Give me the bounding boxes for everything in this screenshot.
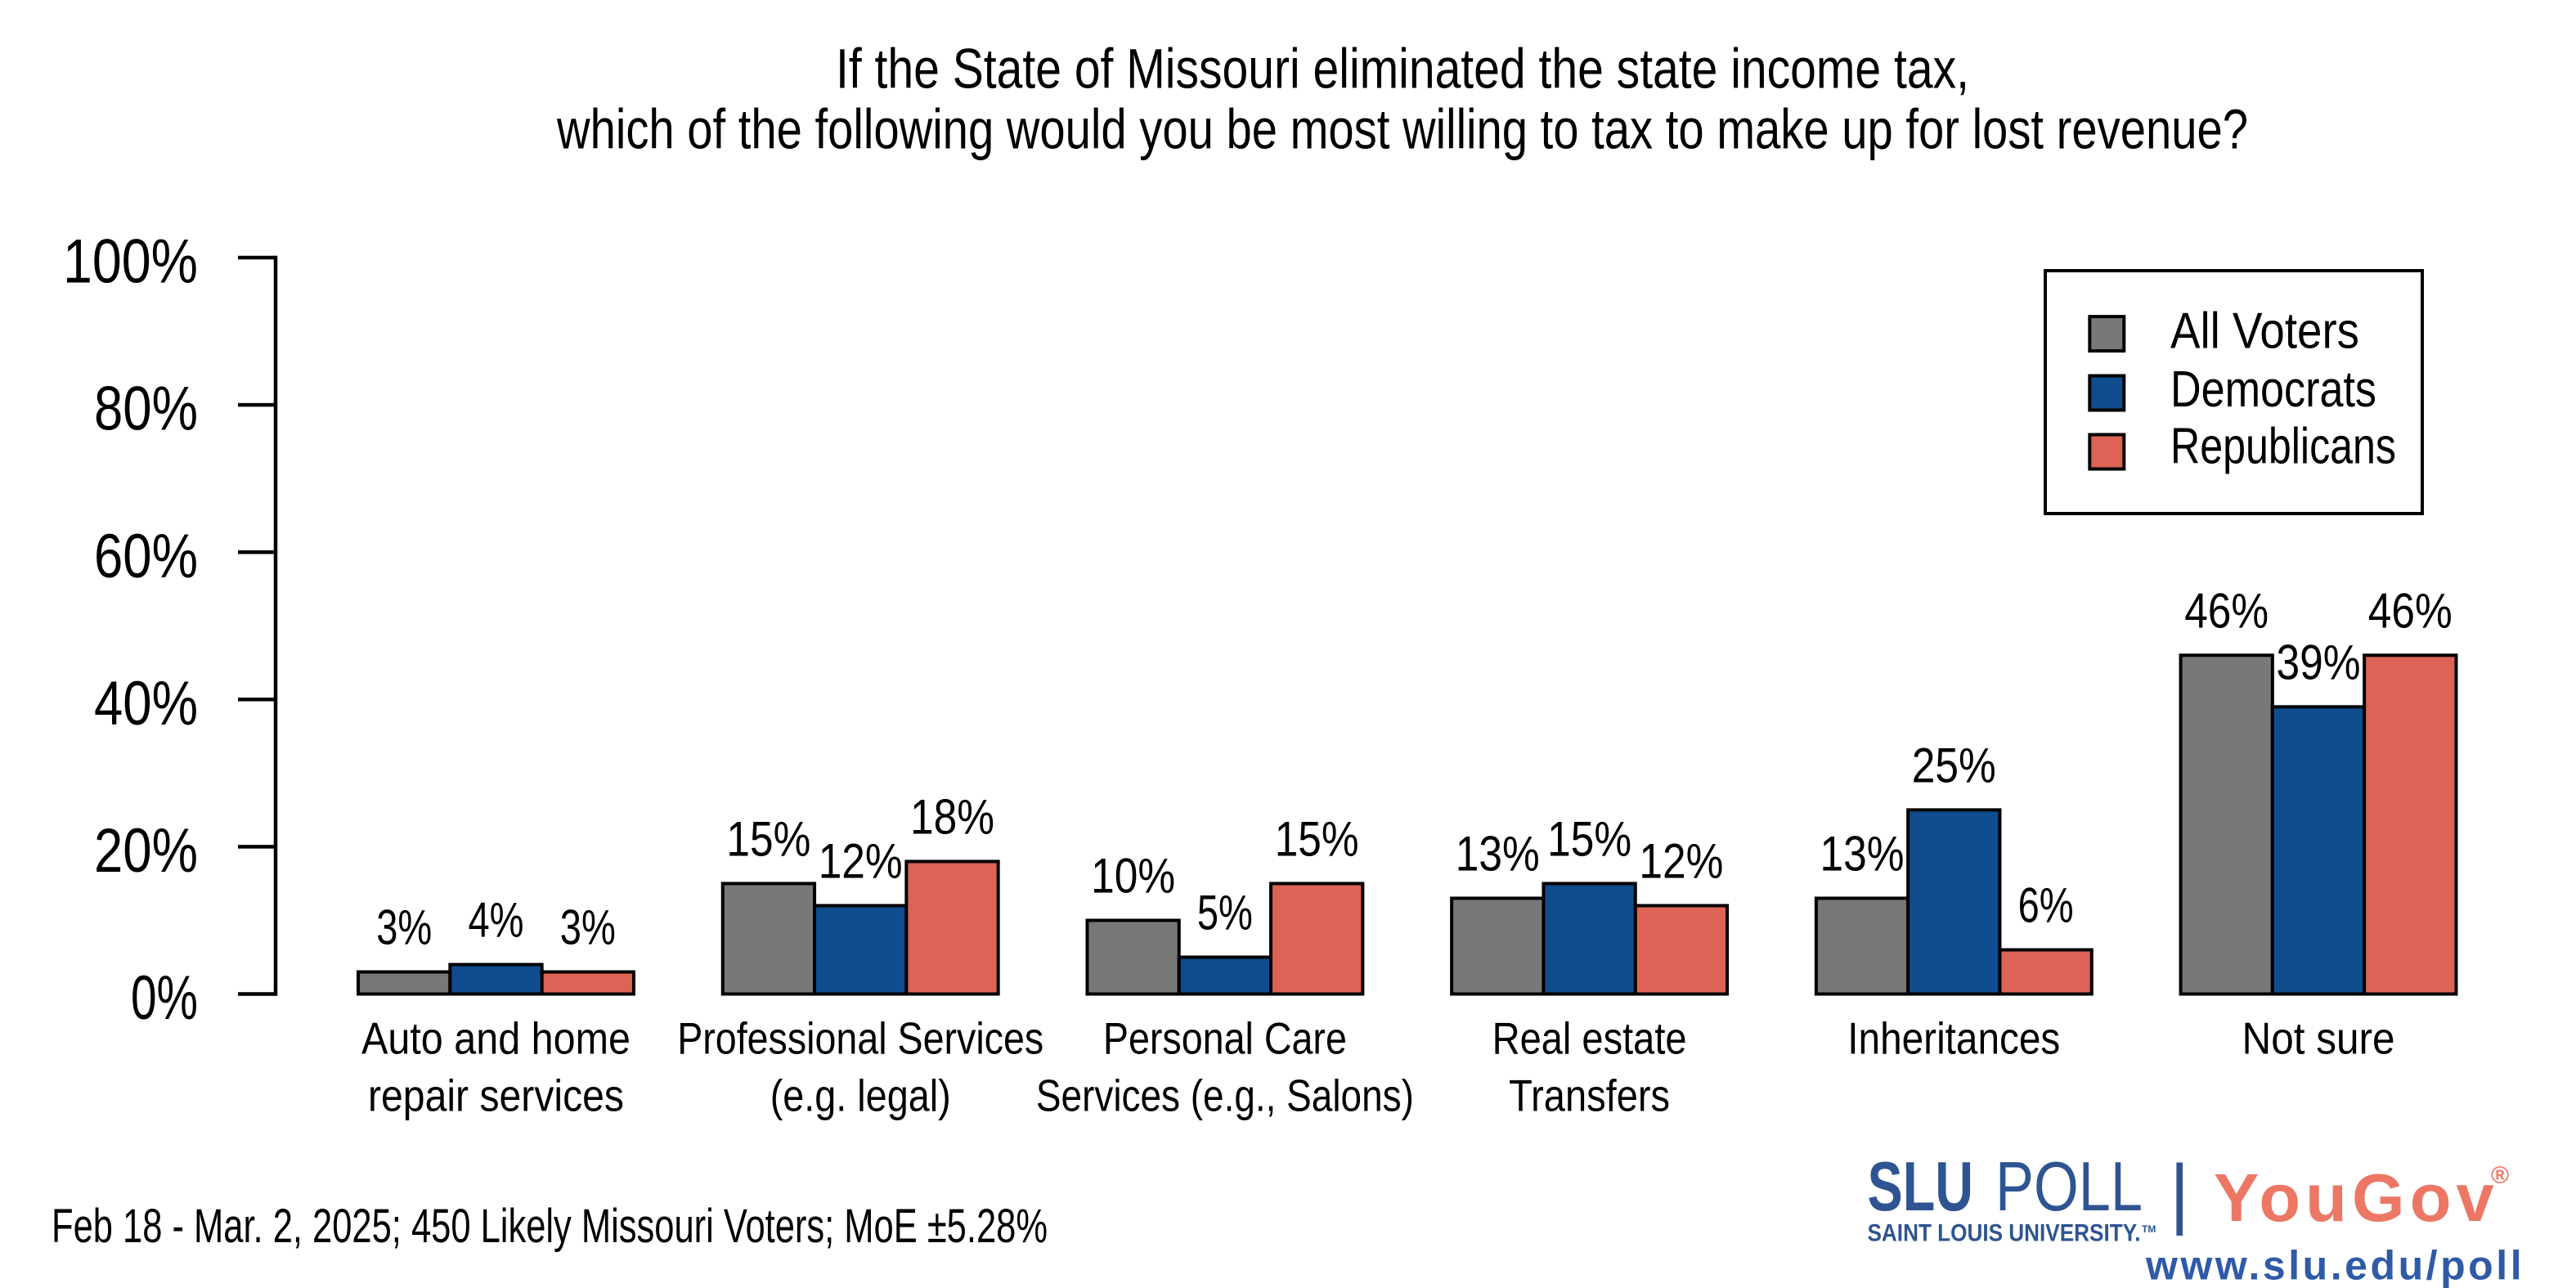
- svg-text:Auto and home: Auto and home: [361, 1012, 631, 1063]
- svg-text:repair services: repair services: [368, 1070, 624, 1121]
- svg-text:Transfers: Transfers: [1509, 1070, 1670, 1121]
- svg-text:10%: 10%: [1091, 849, 1175, 904]
- svg-text:www.slu.edu/poll: www.slu.edu/poll: [2145, 1243, 2522, 1288]
- svg-text:which of the following would y: which of the following would you be most…: [556, 98, 2248, 161]
- svg-text:60%: 60%: [94, 522, 198, 591]
- svg-text:TM: TM: [2142, 1223, 2156, 1235]
- svg-text:6%: 6%: [2018, 878, 2074, 933]
- svg-text:80%: 80%: [94, 375, 198, 444]
- svg-text:Republicans: Republicans: [2170, 418, 2396, 474]
- svg-text:5%: 5%: [1197, 886, 1253, 940]
- svg-text:15%: 15%: [1547, 811, 1631, 866]
- svg-text:13%: 13%: [1456, 826, 1540, 881]
- svg-text:12%: 12%: [1639, 833, 1723, 888]
- svg-text:20%: 20%: [94, 816, 198, 886]
- svg-text:13%: 13%: [1820, 826, 1905, 881]
- svg-text:25%: 25%: [1912, 738, 1996, 792]
- svg-text:40%: 40%: [94, 669, 198, 738]
- svg-text:YouGov: YouGov: [2214, 1160, 2494, 1236]
- svg-text:3%: 3%: [376, 900, 432, 955]
- svg-text:All Voters: All Voters: [2170, 303, 2359, 359]
- svg-text:Not sure: Not sure: [2242, 1012, 2395, 1063]
- svg-text:39%: 39%: [2277, 635, 2361, 689]
- svg-text:SAINT LOUIS UNIVERSITY.: SAINT LOUIS UNIVERSITY.: [1868, 1220, 2141, 1247]
- svg-text:100%: 100%: [63, 227, 198, 297]
- svg-text:46%: 46%: [2368, 583, 2453, 638]
- svg-text:Inheritances: Inheritances: [1847, 1012, 2060, 1063]
- svg-text:Feb 18 - Mar. 2, 2025; 450 Lik: Feb 18 - Mar. 2, 2025; 450 Likely Missou…: [52, 1200, 1048, 1253]
- svg-text:(e.g. legal): (e.g. legal): [770, 1070, 951, 1121]
- svg-text:46%: 46%: [2184, 583, 2269, 638]
- svg-text:0%: 0%: [131, 963, 198, 1033]
- svg-text:15%: 15%: [726, 811, 810, 866]
- svg-text:If the State of Missouri elimi: If the State of Missouri eliminated the …: [836, 37, 1969, 100]
- svg-text:15%: 15%: [1275, 811, 1359, 866]
- svg-text:Democrats: Democrats: [2170, 361, 2376, 418]
- svg-text:4%: 4%: [469, 893, 524, 948]
- svg-text:®: ®: [2491, 1162, 2509, 1189]
- svg-text:Real estate: Real estate: [1492, 1012, 1687, 1063]
- svg-text:Services (e.g., Salons): Services (e.g., Salons): [1036, 1070, 1414, 1121]
- svg-text:12%: 12%: [819, 833, 903, 888]
- svg-text:3%: 3%: [560, 900, 616, 955]
- svg-text:18%: 18%: [910, 789, 994, 844]
- svg-text:POLL: POLL: [1995, 1148, 2143, 1226]
- svg-text:Professional Services: Professional Services: [677, 1012, 1043, 1063]
- svg-text:Personal Care: Personal Care: [1103, 1012, 1347, 1063]
- svg-text:SLU: SLU: [1868, 1148, 1974, 1226]
